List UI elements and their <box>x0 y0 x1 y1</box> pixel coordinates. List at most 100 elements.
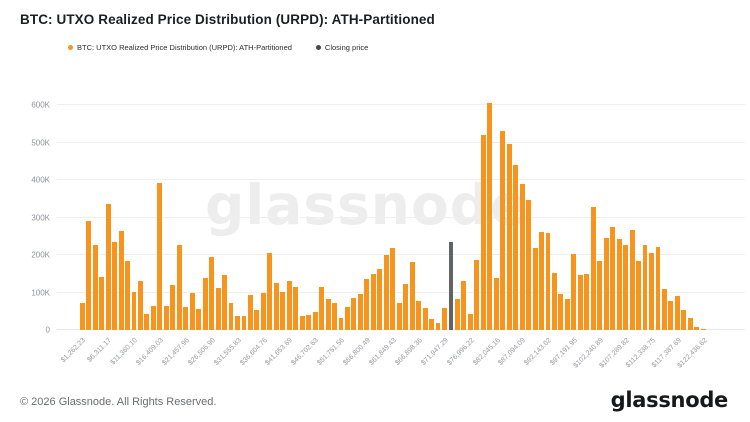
urpd-bar[interactable] <box>668 301 674 330</box>
urpd-bar[interactable] <box>267 253 273 330</box>
urpd-bar[interactable] <box>306 315 312 330</box>
urpd-bar[interactable] <box>183 307 189 330</box>
urpd-bar[interactable] <box>79 303 85 330</box>
urpd-bar[interactable] <box>461 280 467 330</box>
urpd-bar[interactable] <box>493 277 499 330</box>
urpd-bar[interactable] <box>513 165 519 330</box>
urpd-bar[interactable] <box>144 314 150 330</box>
urpd-bar[interactable] <box>357 294 363 330</box>
urpd-bar[interactable] <box>435 322 441 330</box>
urpd-bar[interactable] <box>506 143 512 330</box>
urpd-bar[interactable] <box>590 207 596 330</box>
urpd-bar[interactable] <box>629 229 635 330</box>
closing-price-bar[interactable] <box>448 241 454 330</box>
urpd-bar[interactable] <box>558 294 564 330</box>
urpd-bar[interactable] <box>700 329 706 330</box>
urpd-bar[interactable] <box>442 307 447 330</box>
urpd-bar[interactable] <box>422 308 428 330</box>
urpd-bar[interactable] <box>539 231 544 330</box>
urpd-bar[interactable] <box>467 314 473 330</box>
urpd-bar[interactable] <box>649 252 654 330</box>
urpd-bar[interactable] <box>603 237 609 330</box>
urpd-bar[interactable] <box>545 233 551 330</box>
urpd-bar[interactable] <box>616 239 622 330</box>
urpd-bar[interactable] <box>416 301 422 330</box>
urpd-bar[interactable] <box>105 204 111 330</box>
urpd-bar[interactable] <box>189 292 195 330</box>
urpd-bar[interactable] <box>215 287 221 330</box>
urpd-bar[interactable] <box>383 255 389 330</box>
urpd-bar[interactable] <box>403 284 409 330</box>
urpd-bar[interactable] <box>86 221 92 330</box>
urpd-bar[interactable] <box>610 227 616 330</box>
urpd-bar[interactable] <box>299 316 305 330</box>
urpd-bar[interactable] <box>377 269 383 330</box>
legend-item-urpd[interactable]: BTC: UTXO Realized Price Distribution (U… <box>68 43 292 52</box>
urpd-bar[interactable] <box>196 309 202 330</box>
urpd-bar[interactable] <box>409 261 415 330</box>
urpd-bar[interactable] <box>577 274 583 330</box>
urpd-bar[interactable] <box>480 135 486 330</box>
urpd-bar[interactable] <box>112 241 118 330</box>
urpd-bar[interactable] <box>674 295 680 330</box>
urpd-bar[interactable] <box>150 306 156 330</box>
urpd-bar[interactable] <box>351 297 357 330</box>
urpd-bar[interactable] <box>131 292 137 330</box>
urpd-bar[interactable] <box>370 273 376 330</box>
urpd-bar[interactable] <box>396 302 402 330</box>
urpd-bar[interactable] <box>338 318 344 330</box>
urpd-bar[interactable] <box>125 260 130 330</box>
bar-slot <box>661 105 667 330</box>
urpd-bar[interactable] <box>332 303 337 330</box>
urpd-bar[interactable] <box>247 295 253 330</box>
urpd-bar[interactable] <box>235 316 240 330</box>
urpd-bar[interactable] <box>687 318 693 330</box>
urpd-bar[interactable] <box>487 103 493 330</box>
urpd-bar[interactable] <box>99 277 105 330</box>
urpd-bar[interactable] <box>584 274 590 330</box>
urpd-bar[interactable] <box>241 315 247 330</box>
urpd-bar[interactable] <box>118 231 124 330</box>
urpd-bar[interactable] <box>228 302 234 330</box>
urpd-bar[interactable] <box>286 280 292 330</box>
urpd-bar[interactable] <box>597 261 603 330</box>
urpd-bar[interactable] <box>138 280 143 330</box>
urpd-bar[interactable] <box>325 298 331 330</box>
urpd-bar[interactable] <box>319 286 325 330</box>
urpd-bar[interactable] <box>694 326 700 330</box>
urpd-bar[interactable] <box>254 310 260 330</box>
urpd-bar[interactable] <box>273 282 279 330</box>
urpd-bar[interactable] <box>345 306 350 330</box>
urpd-bar[interactable] <box>390 248 396 330</box>
urpd-bar[interactable] <box>526 199 532 330</box>
urpd-bar[interactable] <box>564 298 570 330</box>
urpd-bar[interactable] <box>474 259 480 330</box>
urpd-bar[interactable] <box>661 289 667 330</box>
legend-item-closing-price[interactable]: Closing price <box>315 43 368 52</box>
urpd-bar[interactable] <box>623 244 629 330</box>
urpd-bar[interactable] <box>176 244 182 330</box>
urpd-bar[interactable] <box>532 247 538 330</box>
urpd-bar[interactable] <box>170 285 176 330</box>
urpd-bar[interactable] <box>429 318 434 330</box>
urpd-bar[interactable] <box>202 277 208 330</box>
urpd-bar[interactable] <box>312 312 318 330</box>
urpd-bar[interactable] <box>552 273 557 330</box>
urpd-bar[interactable] <box>157 182 163 330</box>
urpd-bar[interactable] <box>280 291 286 330</box>
urpd-bar[interactable] <box>260 292 266 330</box>
urpd-bar[interactable] <box>642 244 648 330</box>
urpd-bar[interactable] <box>454 299 460 330</box>
urpd-bar[interactable] <box>92 244 98 330</box>
urpd-bar[interactable] <box>364 279 370 330</box>
urpd-bar[interactable] <box>636 261 641 330</box>
urpd-bar[interactable] <box>163 306 169 330</box>
urpd-bar[interactable] <box>500 131 506 330</box>
urpd-bar[interactable] <box>655 246 661 330</box>
urpd-bar[interactable] <box>681 310 687 330</box>
urpd-bar[interactable] <box>571 253 577 330</box>
urpd-bar[interactable] <box>222 274 227 330</box>
urpd-bar[interactable] <box>519 183 525 330</box>
urpd-bar[interactable] <box>293 286 299 330</box>
urpd-bar[interactable] <box>209 256 215 330</box>
